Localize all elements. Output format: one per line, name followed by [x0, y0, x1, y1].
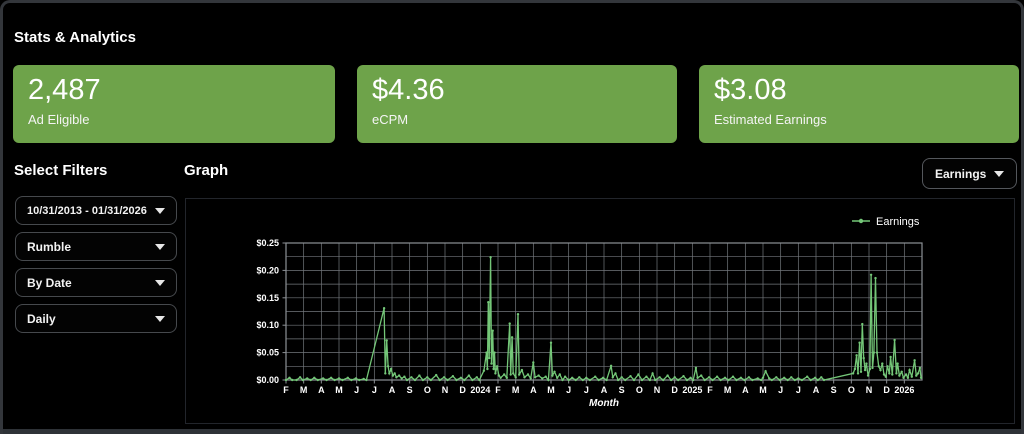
- svg-text:D: D: [459, 385, 466, 395]
- svg-text:A: A: [318, 385, 325, 395]
- svg-text:$0.20: $0.20: [256, 265, 279, 275]
- svg-text:S: S: [831, 385, 837, 395]
- svg-text:J: J: [566, 385, 571, 395]
- chevron-down-icon: [155, 279, 165, 286]
- svg-text:S: S: [407, 385, 413, 395]
- svg-text:M: M: [512, 385, 519, 395]
- interval-value: Daily: [27, 311, 56, 326]
- svg-text:$0.00: $0.00: [256, 375, 279, 385]
- select-filters-heading: Select Filters: [14, 162, 108, 179]
- graph-heading: Graph: [184, 162, 229, 179]
- svg-text:D: D: [671, 385, 678, 395]
- svg-text:O: O: [636, 385, 643, 395]
- svg-text:M: M: [759, 385, 767, 395]
- stat-value: $3.08: [714, 74, 787, 106]
- stat-label: Estimated Earnings: [714, 112, 827, 127]
- interval-dropdown[interactable]: Daily: [15, 304, 177, 333]
- svg-text:2026: 2026: [894, 385, 914, 395]
- platform-dropdown[interactable]: Rumble: [15, 232, 177, 261]
- svg-text:A: A: [601, 385, 608, 395]
- chevron-down-icon: [155, 243, 165, 250]
- svg-text:F: F: [707, 385, 713, 395]
- svg-text:J: J: [796, 385, 801, 395]
- metric-dropdown[interactable]: Earnings: [922, 158, 1017, 189]
- chevron-down-icon: [155, 315, 165, 322]
- svg-text:J: J: [778, 385, 783, 395]
- svg-text:Month: Month: [589, 398, 619, 409]
- svg-text:M: M: [335, 385, 343, 395]
- stat-card-estimated-earnings: $3.08 Estimated Earnings: [699, 65, 1019, 143]
- chevron-down-icon: [994, 170, 1005, 177]
- svg-text:2025: 2025: [682, 385, 702, 395]
- earnings-line-chart: F M A M J J A S O N D 2024 F M A M J J A S O N D 2025 F M A M J J A S O N…: [256, 216, 923, 409]
- metric-dropdown-value: Earnings: [935, 166, 987, 181]
- svg-text:J: J: [354, 385, 359, 395]
- svg-text:M: M: [547, 385, 555, 395]
- svg-text:$0.10: $0.10: [256, 320, 279, 330]
- svg-text:Earnings: Earnings: [876, 216, 920, 228]
- svg-text:$0.05: $0.05: [256, 348, 279, 358]
- svg-text:A: A: [530, 385, 537, 395]
- svg-text:N: N: [866, 385, 873, 395]
- page-title: Stats & Analytics: [14, 29, 136, 46]
- stat-value: $4.36: [372, 74, 445, 106]
- svg-text:J: J: [584, 385, 589, 395]
- stat-card-ad-eligible: 2,487 Ad Eligible: [13, 65, 335, 143]
- group-by-dropdown[interactable]: By Date: [15, 268, 177, 297]
- svg-text:M: M: [724, 385, 732, 395]
- chevron-down-icon: [155, 207, 165, 214]
- svg-text:O: O: [424, 385, 431, 395]
- svg-text:A: A: [389, 385, 396, 395]
- svg-text:$0.25: $0.25: [256, 238, 279, 248]
- stat-value: 2,487: [28, 74, 101, 106]
- svg-text:A: A: [813, 385, 820, 395]
- platform-value: Rumble: [27, 239, 72, 254]
- stat-card-ecpm: $4.36 eCPM: [357, 65, 677, 143]
- date-range-dropdown[interactable]: 10/31/2013 - 01/31/2026: [15, 196, 177, 225]
- stat-label: Ad Eligible: [28, 112, 90, 127]
- earnings-chart: F M A M J J A S O N D 2024 F M A M J J A S O N D 2025 F M A M J J A S O N…: [185, 198, 1015, 424]
- svg-text:A: A: [742, 385, 749, 395]
- group-by-value: By Date: [27, 275, 72, 290]
- date-range-value: 10/31/2013 - 01/31/2026: [27, 204, 147, 217]
- svg-text:$0.15: $0.15: [256, 293, 279, 303]
- svg-text:N: N: [442, 385, 449, 395]
- svg-text:J: J: [372, 385, 377, 395]
- svg-text:S: S: [619, 385, 625, 395]
- window-bottom-bar: [3, 429, 1021, 434]
- stat-label: eCPM: [372, 112, 409, 127]
- svg-text:M: M: [300, 385, 308, 395]
- svg-text:F: F: [495, 385, 501, 395]
- svg-text:O: O: [848, 385, 855, 395]
- svg-text:F: F: [283, 385, 289, 395]
- svg-text:D: D: [883, 385, 890, 395]
- svg-text:2024: 2024: [470, 385, 490, 395]
- svg-text:N: N: [654, 385, 661, 395]
